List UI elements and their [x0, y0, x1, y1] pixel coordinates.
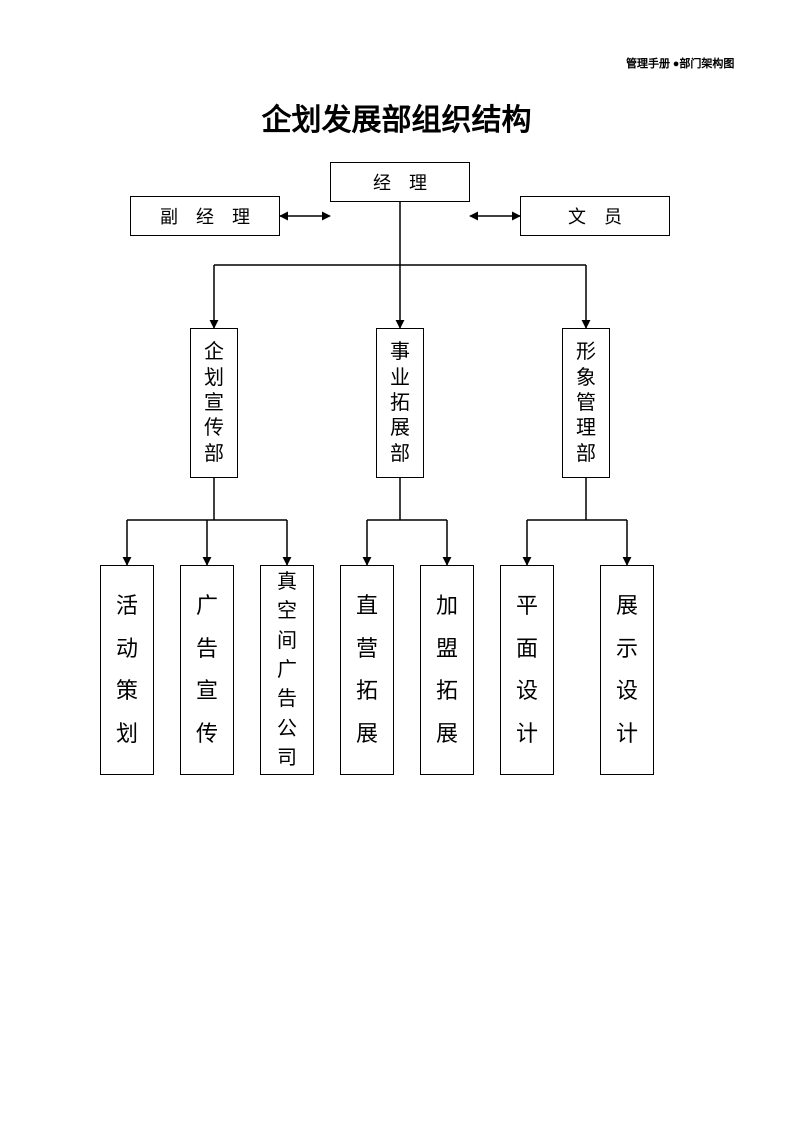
org-node-manager: 经 理 [330, 162, 470, 202]
org-node-leaf5: 加盟拓展 [420, 565, 474, 775]
header-text: 管理手册 ●部门架构图 [626, 55, 734, 71]
org-node-leaf6: 平面设计 [500, 565, 554, 775]
org-node-dept3: 形象管理部 [562, 328, 610, 478]
org-node-dept1: 企划宣传部 [190, 328, 238, 478]
page-title: 企划发展部组织结构 [0, 95, 793, 139]
org-node-vice_manager: 副 经 理 [130, 196, 280, 236]
org-node-leaf1: 活动策划 [100, 565, 154, 775]
org-node-dept2: 事业拓展部 [376, 328, 424, 478]
org-node-leaf4: 直营拓展 [340, 565, 394, 775]
org-node-leaf2: 广告宣传 [180, 565, 234, 775]
org-node-clerk: 文 员 [520, 196, 670, 236]
org-node-leaf3: 真空间广告公司 [260, 565, 314, 775]
org-node-leaf7: 展示设计 [600, 565, 654, 775]
